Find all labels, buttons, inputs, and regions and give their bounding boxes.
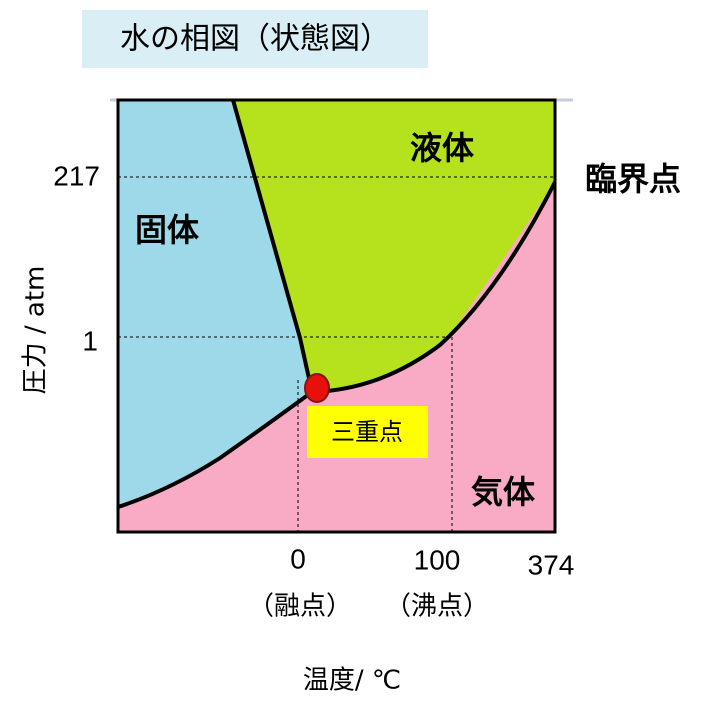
x-tick-note: （沸点） xyxy=(385,592,489,622)
title: 水の相図（状態図） xyxy=(120,22,390,57)
liquid-region xyxy=(233,100,555,392)
y-axis-label: 圧力 / atm xyxy=(21,266,51,395)
sublimation-curve xyxy=(117,390,314,509)
title-box xyxy=(82,10,428,68)
x-tick-label: 374 xyxy=(528,549,575,580)
melting-curve xyxy=(231,99,314,393)
solid-region xyxy=(118,100,312,507)
triple-point-marker xyxy=(304,373,330,403)
gas-label: 気体 xyxy=(471,473,535,511)
x-tick-label: 0 xyxy=(290,543,306,574)
plot-frame xyxy=(116,98,557,534)
critical-point-label: 臨界点 xyxy=(585,160,681,198)
boiling-curve xyxy=(311,181,557,394)
triple-point-box xyxy=(307,406,428,458)
x-axis-label: 温度/ ℃ xyxy=(303,666,401,696)
x-tick-note: （融点） xyxy=(248,592,352,622)
y-tick-label: 1 xyxy=(82,325,98,356)
y-tick-label: 217 xyxy=(53,160,100,191)
solid-label: 固体 xyxy=(135,211,199,249)
liquid-label: 液体 xyxy=(410,129,474,167)
triple-point-label: 三重点 xyxy=(331,418,403,446)
x-tick-label: 100 xyxy=(414,544,461,575)
